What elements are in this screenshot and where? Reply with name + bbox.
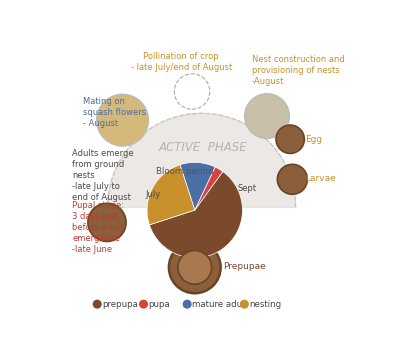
Text: Larvae: Larvae [305, 174, 336, 183]
Text: Bloom period: Bloom period [156, 167, 214, 176]
Wedge shape [195, 167, 223, 210]
Text: prepupa: prepupa [102, 299, 138, 309]
Text: nesting: nesting [249, 299, 282, 309]
Circle shape [178, 251, 211, 284]
Text: Egg: Egg [305, 135, 322, 144]
Circle shape [183, 300, 191, 308]
Text: Pupal stage:
3 days just
before adult
emergence
-late June: Pupal stage: 3 days just before adult em… [72, 201, 124, 254]
Wedge shape [180, 162, 215, 210]
Circle shape [169, 241, 221, 293]
Circle shape [97, 94, 148, 146]
Text: Prepupae: Prepupae [223, 262, 266, 271]
Text: ACTIVE  PHASE: ACTIVE PHASE [159, 141, 247, 154]
Text: July: July [145, 190, 160, 199]
Circle shape [277, 164, 307, 194]
Text: pupa: pupa [148, 299, 170, 309]
Circle shape [88, 203, 126, 241]
Text: mature adult: mature adult [192, 299, 248, 309]
Circle shape [240, 300, 248, 308]
Wedge shape [149, 172, 242, 258]
Text: Pollination of crop
- late July/end of August: Pollination of crop - late July/end of A… [131, 52, 232, 72]
Text: Sept: Sept [238, 184, 257, 193]
Polygon shape [108, 113, 296, 207]
Text: Adults emerge
from ground
nests
-late July to
end of August: Adults emerge from ground nests -late Ju… [72, 149, 134, 202]
Text: Mating on
squash flowers
- August: Mating on squash flowers - August [83, 97, 146, 128]
Circle shape [93, 300, 101, 308]
Circle shape [245, 94, 289, 138]
Circle shape [140, 300, 147, 308]
Circle shape [276, 125, 305, 153]
Wedge shape [147, 165, 195, 225]
Text: Nest construction and
provisioning of nests
-August: Nest construction and provisioning of ne… [252, 55, 345, 86]
